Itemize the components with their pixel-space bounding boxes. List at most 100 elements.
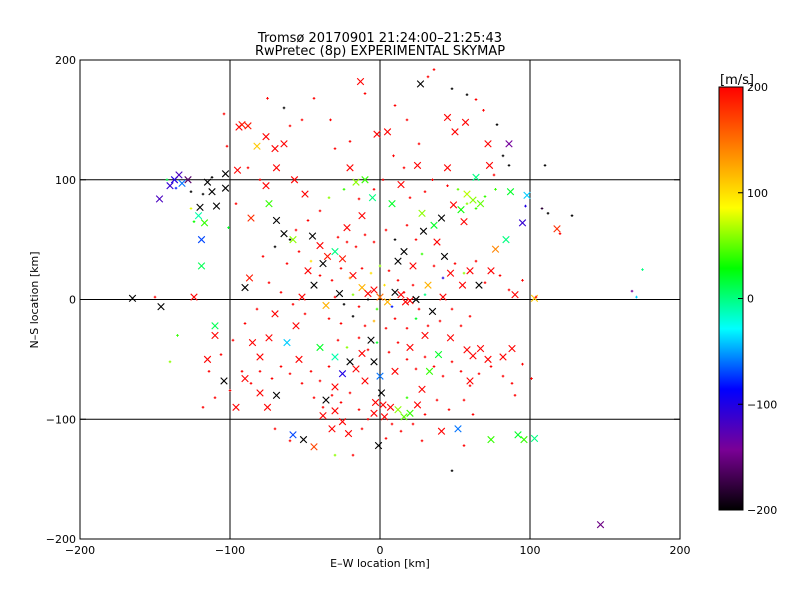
data-point-cross (443, 113, 452, 122)
data-point-plus (348, 391, 352, 395)
data-point-cross (178, 179, 186, 188)
data-point-cross (358, 283, 366, 292)
data-point-cross (331, 407, 339, 415)
data-point-plus (414, 238, 418, 241)
data-point-plus (213, 396, 217, 399)
data-point-plus (387, 350, 391, 354)
data-point-cross (361, 176, 369, 184)
data-point-plus (438, 319, 442, 323)
data-point-cross (200, 219, 209, 227)
data-point-cross (383, 298, 392, 306)
data-point-plus (417, 142, 421, 146)
data-point-cross (310, 281, 318, 289)
data-point-plus (372, 188, 376, 191)
data-point-cross (394, 257, 402, 265)
data-point-cross (530, 434, 539, 443)
data-point-plus (174, 186, 178, 190)
data-point-plus (375, 307, 379, 311)
data-point-plus (288, 124, 292, 128)
data-point-cross (248, 338, 257, 347)
data-point-cross (308, 232, 317, 240)
data-point-cross (346, 358, 354, 366)
data-point-plus (297, 250, 301, 253)
y-tick-label: 200 (55, 54, 76, 67)
colorbar-tick-label: −100 (747, 398, 777, 411)
data-point-plus (414, 367, 418, 371)
data-point-plus (641, 268, 644, 271)
data-point-plus (383, 283, 386, 287)
data-point-cross (434, 350, 443, 359)
data-point-plus (474, 259, 478, 263)
data-point-plus (423, 293, 427, 297)
data-point-cross (370, 286, 378, 294)
data-point-cross (335, 289, 344, 298)
data-point-plus (258, 178, 262, 182)
data-point-plus (441, 374, 445, 378)
data-point-cross (328, 425, 336, 433)
data-point-cross (233, 166, 242, 174)
data-point-plus (405, 358, 409, 361)
data-point-cross (394, 405, 402, 414)
data-point-cross (461, 118, 470, 126)
data-point-plus (450, 307, 454, 311)
data-point-plus (501, 154, 505, 158)
data-point-plus (228, 389, 232, 392)
data-point-cross (289, 431, 297, 439)
data-point-cross (283, 338, 291, 347)
data-point-plus (192, 220, 196, 223)
data-point-plus (336, 338, 340, 342)
data-point-plus (372, 319, 376, 323)
data-point-plus (309, 259, 313, 263)
data-point-cross (323, 252, 332, 261)
data-point-plus (273, 427, 277, 431)
data-point-cross (331, 383, 339, 391)
data-point-cross (194, 211, 203, 220)
data-point-plus (543, 164, 547, 167)
data-point-cross (451, 128, 459, 136)
data-point-plus (456, 188, 460, 191)
data-point-plus (348, 140, 352, 143)
data-point-plus (393, 317, 397, 320)
data-point-cross (433, 238, 441, 246)
data-point-cross (295, 355, 303, 364)
data-point-plus (201, 405, 205, 409)
data-point-cross (343, 223, 351, 232)
data-point-cross (208, 188, 216, 196)
data-point-plus (378, 264, 382, 268)
data-point-plus (333, 453, 337, 457)
data-point-plus (189, 207, 193, 210)
data-point-plus (329, 118, 332, 122)
data-point-cross (518, 219, 527, 227)
data-point-plus (318, 379, 322, 383)
data-point-cross (370, 409, 378, 417)
data-point-cross (469, 352, 477, 360)
data-point-cross (484, 355, 492, 364)
data-point-plus (432, 68, 436, 71)
data-point-plus (327, 317, 331, 320)
data-point-plus (570, 214, 574, 217)
data-point-cross (256, 389, 264, 397)
data-point-plus (558, 232, 562, 235)
data-point-plus (339, 267, 343, 270)
data-point-plus (360, 427, 364, 431)
y-axis-label: N–S location [km] (28, 251, 41, 348)
data-point-plus (453, 262, 457, 265)
data-point-cross (437, 427, 446, 435)
data-point-cross (196, 203, 204, 211)
data-point-plus (357, 408, 361, 411)
data-point-plus (291, 302, 295, 306)
data-point-plus (240, 370, 244, 373)
data-point-cross (425, 367, 434, 376)
data-point-plus (381, 178, 385, 182)
data-point-plus (450, 87, 454, 91)
data-point-plus (432, 365, 436, 368)
data-point-plus (363, 324, 367, 328)
data-point-cross (221, 184, 230, 192)
data-point-plus (306, 219, 310, 222)
data-point-plus (393, 104, 397, 107)
data-point-cross (338, 370, 347, 378)
data-point-plus (468, 314, 472, 318)
data-point-plus (312, 97, 316, 100)
data-point-cross (596, 520, 605, 529)
